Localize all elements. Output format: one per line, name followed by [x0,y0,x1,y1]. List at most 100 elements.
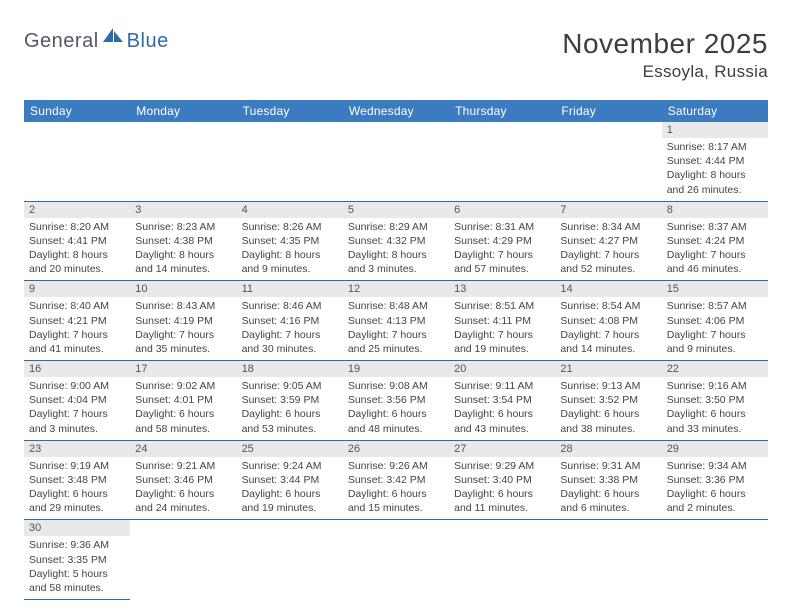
day-number: 1 [662,122,768,138]
calendar-cell: 22Sunrise: 9:16 AMSunset: 3:50 PMDayligh… [662,361,768,441]
calendar-cell: 26Sunrise: 9:26 AMSunset: 3:42 PMDayligh… [343,440,449,520]
day-number: 14 [555,281,661,297]
calendar-cell: . [449,122,555,201]
day-number: 22 [662,361,768,377]
weekday-header: Sunday [24,100,130,122]
calendar-cell: 6Sunrise: 8:31 AMSunset: 4:29 PMDaylight… [449,201,555,281]
calendar-cell: 3Sunrise: 8:23 AMSunset: 4:38 PMDaylight… [130,201,236,281]
calendar-cell: 29Sunrise: 9:34 AMSunset: 3:36 PMDayligh… [662,440,768,520]
calendar-cell: 8Sunrise: 8:37 AMSunset: 4:24 PMDaylight… [662,201,768,281]
calendar-cell [449,520,555,600]
day-number: 5 [343,202,449,218]
day-number: 25 [237,441,343,457]
calendar-row: ......1Sunrise: 8:17 AMSunset: 4:44 PMDa… [24,122,768,201]
calendar-cell: 2Sunrise: 8:20 AMSunset: 4:41 PMDaylight… [24,201,130,281]
day-info: Sunrise: 9:21 AMSunset: 3:46 PMDaylight:… [130,457,236,520]
day-number: 23 [24,441,130,457]
day-info: Sunrise: 8:20 AMSunset: 4:41 PMDaylight:… [24,218,130,281]
calendar-row: 30Sunrise: 9:36 AMSunset: 3:35 PMDayligh… [24,520,768,600]
day-number: 11 [237,281,343,297]
calendar-row: 9Sunrise: 8:40 AMSunset: 4:21 PMDaylight… [24,281,768,361]
day-info: Sunrise: 8:46 AMSunset: 4:16 PMDaylight:… [237,297,343,360]
day-info: Sunrise: 8:31 AMSunset: 4:29 PMDaylight:… [449,218,555,281]
day-number: 24 [130,441,236,457]
day-number: 29 [662,441,768,457]
calendar-cell: 10Sunrise: 8:43 AMSunset: 4:19 PMDayligh… [130,281,236,361]
day-number: 27 [449,441,555,457]
day-number: 30 [24,520,130,536]
calendar-cell: . [555,122,661,201]
calendar-cell: . [130,122,236,201]
day-info: Sunrise: 9:19 AMSunset: 3:48 PMDaylight:… [24,457,130,520]
day-number: 28 [555,441,661,457]
title-block: November 2025 Essoyla, Russia [562,28,768,82]
day-info: Sunrise: 8:26 AMSunset: 4:35 PMDaylight:… [237,218,343,281]
calendar-cell: 14Sunrise: 8:54 AMSunset: 4:08 PMDayligh… [555,281,661,361]
calendar-row: 16Sunrise: 9:00 AMSunset: 4:04 PMDayligh… [24,361,768,441]
day-number: 13 [449,281,555,297]
day-info: Sunrise: 8:23 AMSunset: 4:38 PMDaylight:… [130,218,236,281]
weekday-header: Saturday [662,100,768,122]
day-info: Sunrise: 8:43 AMSunset: 4:19 PMDaylight:… [130,297,236,360]
day-info: Sunrise: 9:31 AMSunset: 3:38 PMDaylight:… [555,457,661,520]
day-info: Sunrise: 9:29 AMSunset: 3:40 PMDaylight:… [449,457,555,520]
day-info: Sunrise: 9:34 AMSunset: 3:36 PMDaylight:… [662,457,768,520]
calendar-cell: 18Sunrise: 9:05 AMSunset: 3:59 PMDayligh… [237,361,343,441]
calendar-cell: 15Sunrise: 8:57 AMSunset: 4:06 PMDayligh… [662,281,768,361]
calendar-cell [555,520,661,600]
calendar-cell [343,520,449,600]
calendar-cell: 20Sunrise: 9:11 AMSunset: 3:54 PMDayligh… [449,361,555,441]
calendar-cell: 5Sunrise: 8:29 AMSunset: 4:32 PMDaylight… [343,201,449,281]
calendar-cell: 1Sunrise: 8:17 AMSunset: 4:44 PMDaylight… [662,122,768,201]
calendar-cell: . [343,122,449,201]
calendar-row: 2Sunrise: 8:20 AMSunset: 4:41 PMDaylight… [24,201,768,281]
day-number: 19 [343,361,449,377]
day-number: 8 [662,202,768,218]
day-number: 18 [237,361,343,377]
calendar-body: ......1Sunrise: 8:17 AMSunset: 4:44 PMDa… [24,122,768,600]
day-number: 17 [130,361,236,377]
calendar-cell: 24Sunrise: 9:21 AMSunset: 3:46 PMDayligh… [130,440,236,520]
calendar-cell [237,520,343,600]
calendar-header-row: SundayMondayTuesdayWednesdayThursdayFrid… [24,100,768,122]
calendar-cell: 25Sunrise: 9:24 AMSunset: 3:44 PMDayligh… [237,440,343,520]
day-info: Sunrise: 8:17 AMSunset: 4:44 PMDaylight:… [662,138,768,201]
month-title: November 2025 [562,28,768,60]
calendar-cell: 28Sunrise: 9:31 AMSunset: 3:38 PMDayligh… [555,440,661,520]
weekday-header: Monday [130,100,236,122]
day-info: Sunrise: 9:08 AMSunset: 3:56 PMDaylight:… [343,377,449,440]
day-number: 2 [24,202,130,218]
day-info: Sunrise: 9:24 AMSunset: 3:44 PMDaylight:… [237,457,343,520]
calendar-cell: 7Sunrise: 8:34 AMSunset: 4:27 PMDaylight… [555,201,661,281]
day-number: 26 [343,441,449,457]
logo-text-general: General [24,30,99,53]
weekday-header: Tuesday [237,100,343,122]
day-info: Sunrise: 9:02 AMSunset: 4:01 PMDaylight:… [130,377,236,440]
logo: General Blue [24,28,169,53]
calendar-cell: 21Sunrise: 9:13 AMSunset: 3:52 PMDayligh… [555,361,661,441]
calendar-row: 23Sunrise: 9:19 AMSunset: 3:48 PMDayligh… [24,440,768,520]
calendar-cell: . [237,122,343,201]
calendar-cell: 9Sunrise: 8:40 AMSunset: 4:21 PMDaylight… [24,281,130,361]
day-info: Sunrise: 9:11 AMSunset: 3:54 PMDaylight:… [449,377,555,440]
day-info: Sunrise: 8:57 AMSunset: 4:06 PMDaylight:… [662,297,768,360]
calendar-cell: 16Sunrise: 9:00 AMSunset: 4:04 PMDayligh… [24,361,130,441]
calendar-cell: 19Sunrise: 9:08 AMSunset: 3:56 PMDayligh… [343,361,449,441]
day-number: 12 [343,281,449,297]
day-info: Sunrise: 9:13 AMSunset: 3:52 PMDaylight:… [555,377,661,440]
weekday-header: Friday [555,100,661,122]
calendar-cell: 30Sunrise: 9:36 AMSunset: 3:35 PMDayligh… [24,520,130,600]
calendar-cell: 13Sunrise: 8:51 AMSunset: 4:11 PMDayligh… [449,281,555,361]
calendar-cell: 23Sunrise: 9:19 AMSunset: 3:48 PMDayligh… [24,440,130,520]
day-info: Sunrise: 8:54 AMSunset: 4:08 PMDaylight:… [555,297,661,360]
calendar-cell: 4Sunrise: 8:26 AMSunset: 4:35 PMDaylight… [237,201,343,281]
calendar-cell: 27Sunrise: 9:29 AMSunset: 3:40 PMDayligh… [449,440,555,520]
day-info: Sunrise: 9:16 AMSunset: 3:50 PMDaylight:… [662,377,768,440]
day-info: Sunrise: 9:05 AMSunset: 3:59 PMDaylight:… [237,377,343,440]
location: Essoyla, Russia [562,62,768,82]
day-number: 10 [130,281,236,297]
calendar-table: SundayMondayTuesdayWednesdayThursdayFrid… [24,100,768,600]
day-info: Sunrise: 8:29 AMSunset: 4:32 PMDaylight:… [343,218,449,281]
logo-sail-icon [103,28,125,49]
day-info: Sunrise: 9:26 AMSunset: 3:42 PMDaylight:… [343,457,449,520]
